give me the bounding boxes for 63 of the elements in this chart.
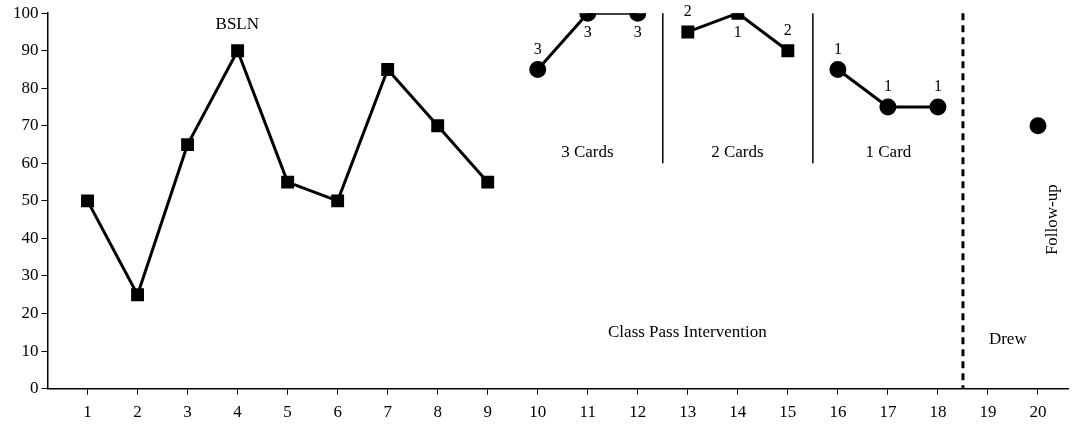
y-tick-label: 10	[21, 340, 39, 360]
annotation: Class Pass Intervention	[608, 321, 768, 341]
y-tick-label: 30	[21, 265, 39, 285]
annotation: 1	[733, 23, 742, 41]
x-tick-label: 5	[283, 402, 292, 422]
point	[481, 175, 495, 189]
point	[1029, 117, 1047, 135]
x-tick-label: 11	[579, 402, 596, 422]
annotation: BSLN	[215, 13, 260, 33]
y-tick-label: 50	[21, 190, 39, 210]
x-tick-label: 16	[829, 402, 847, 422]
annotation: 2	[783, 20, 792, 38]
point	[681, 25, 695, 39]
x-tick-label: 4	[233, 402, 243, 422]
point	[131, 288, 144, 302]
x-tick-label: 1	[83, 402, 92, 422]
x-tick-label: 2	[133, 402, 142, 422]
point	[431, 119, 445, 133]
y-tick-label: 40	[21, 227, 39, 247]
x-tick-label: 14	[729, 402, 747, 422]
x-tick-label: 15	[779, 402, 797, 422]
point	[879, 98, 897, 116]
y-tick-label: 80	[21, 77, 39, 97]
x-tick-label: 17	[879, 402, 897, 422]
y-tick-label: 70	[21, 115, 39, 135]
x-tick-label: 10	[529, 402, 547, 422]
point	[381, 63, 395, 76]
point	[181, 138, 195, 152]
annotation: 3 Cards	[561, 141, 614, 161]
annotation: 2 Cards	[711, 141, 764, 161]
annotation: 3	[583, 23, 592, 41]
y-tick-label: 100	[13, 2, 39, 22]
x-tick-label: 13	[679, 402, 697, 422]
annotation: 1	[883, 77, 892, 95]
point	[829, 61, 847, 79]
y-tick-label: 20	[21, 302, 39, 322]
point	[529, 61, 547, 79]
x-tick-label: 6	[333, 402, 342, 422]
x-tick-label: 18	[929, 402, 947, 422]
point	[231, 44, 245, 58]
x-tick-label: 12	[629, 402, 647, 422]
x-tick-label: 20	[1029, 402, 1047, 422]
x-tick-label: 19	[979, 402, 997, 422]
point	[781, 44, 795, 58]
y-tick-label: 60	[21, 152, 39, 172]
x-tick-label: 3	[183, 402, 192, 422]
annotation: 3	[533, 39, 542, 57]
point	[281, 175, 295, 189]
x-tick-label: 8	[433, 402, 442, 422]
annotation: Follow-up	[1042, 184, 1062, 256]
annotation: 1 Card	[865, 141, 912, 161]
annotation: 3	[633, 23, 642, 41]
y-tick-label: 0	[30, 378, 39, 398]
point	[81, 194, 94, 208]
x-tick-label: 9	[483, 402, 492, 422]
annotation: 1	[933, 77, 942, 95]
annotation: 1	[833, 39, 842, 57]
annotation: 2	[683, 2, 692, 20]
y-tick-label: 90	[21, 40, 39, 60]
point	[929, 98, 947, 116]
x-tick-label: 7	[383, 402, 393, 422]
point	[331, 194, 345, 208]
annotation: Drew	[988, 329, 1028, 349]
